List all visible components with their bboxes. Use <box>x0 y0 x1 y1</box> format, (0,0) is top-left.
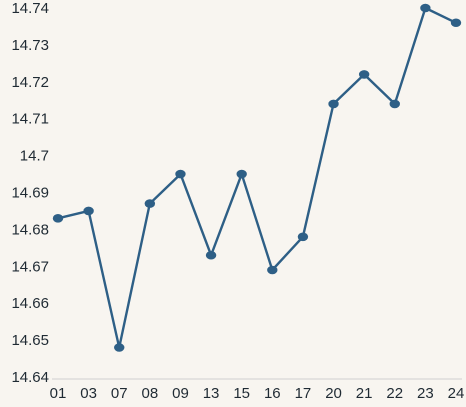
x-tick-label: 07 <box>111 385 128 402</box>
data-point-13 <box>205 250 217 260</box>
y-tick-label: 14.71 <box>11 111 49 128</box>
x-tick-label: 17 <box>295 385 312 402</box>
y-tick-label: 14.68 <box>11 221 49 238</box>
x-tick-label: 24 <box>448 385 465 402</box>
data-point-17 <box>297 232 309 242</box>
data-point-07 <box>114 343 125 352</box>
y-tick-label: 14.73 <box>11 37 49 54</box>
y-tick-label: 14.64 <box>11 369 49 386</box>
x-tick-label: 13 <box>203 385 220 402</box>
data-point-01 <box>52 214 64 223</box>
data-point-03 <box>83 206 94 216</box>
data-point-22 <box>389 99 400 109</box>
x-tick-label: 16 <box>264 385 281 402</box>
data-points <box>52 3 462 352</box>
data-point-08 <box>144 199 156 208</box>
data-point-15 <box>236 169 247 179</box>
y-axis-ticks: 14.64 14.65 14.66 14.67 14.68 14.69 14.7 14.71 1… <box>11 0 49 386</box>
y-tick-label: 14.74 <box>11 0 49 17</box>
series-line <box>56 6 458 349</box>
y-tick-label: 14.65 <box>11 332 49 349</box>
y-tick-label: 14.69 <box>11 185 49 202</box>
data-point-24 <box>450 18 462 28</box>
x-axis-ticks: 01 03 07 08 09 13 15 16 17 20 21 22 23 24 <box>50 385 465 402</box>
y-tick-label: 14.67 <box>11 258 49 275</box>
x-tick-label: 09 <box>172 385 189 402</box>
x-tick-label: 23 <box>417 385 434 402</box>
y-tick-label: 14.66 <box>11 295 49 312</box>
x-tick-label: 08 <box>142 385 159 402</box>
data-point-23 <box>420 3 431 13</box>
x-tick-label: 03 <box>80 385 97 402</box>
x-tick-label: 21 <box>356 385 373 402</box>
data-point-16 <box>267 265 278 275</box>
x-tick-label: 20 <box>325 385 342 402</box>
data-point-21 <box>358 70 370 79</box>
y-tick-label: 14.72 <box>11 74 49 91</box>
y-tick-label: 14.7 <box>20 148 49 165</box>
data-point-20 <box>328 99 339 109</box>
x-tick-label: 01 <box>50 385 67 402</box>
data-point-09 <box>175 169 186 179</box>
x-tick-label: 22 <box>386 385 403 402</box>
x-tick-label: 15 <box>233 385 250 402</box>
